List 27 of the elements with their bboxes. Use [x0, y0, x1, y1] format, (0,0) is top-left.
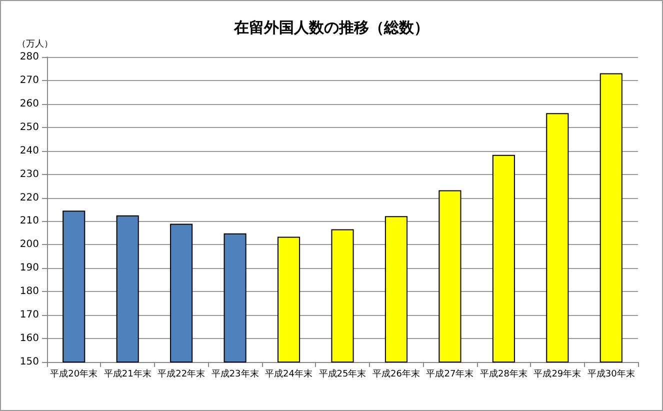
y-tick-label: 280 — [20, 52, 39, 62]
y-tick-label: 160 — [20, 333, 39, 344]
x-tick-label: 平成21年末 — [104, 368, 152, 380]
y-tick-label: 200 — [20, 239, 39, 250]
y-tick-label: 260 — [20, 98, 39, 110]
y-tick-label: 150 — [20, 356, 39, 368]
y-tick-label: 250 — [20, 122, 39, 133]
x-tick-label: 平成23年末 — [211, 368, 259, 380]
x-tick-label: 平成29年末 — [534, 368, 582, 380]
y-tick-label: 230 — [20, 168, 39, 180]
y-tick-label: 220 — [20, 192, 39, 204]
x-tick-label: 平成22年末 — [158, 368, 206, 380]
x-tick-label: 平成26年末 — [372, 368, 420, 380]
y-axis-title: （万人） — [17, 38, 53, 50]
y-tick-label: 170 — [20, 310, 39, 321]
y-tick-label: 270 — [20, 74, 39, 86]
y-tick-label: 210 — [20, 216, 39, 227]
x-tick-label: 平成28年末 — [480, 368, 528, 380]
x-tick-label: 平成25年末 — [318, 368, 366, 380]
y-tick-label: 190 — [20, 262, 39, 274]
x-tick-label: 平成20年末 — [50, 368, 98, 380]
y-tick-label: 240 — [20, 145, 39, 156]
y-tick-label: 180 — [20, 286, 39, 298]
x-tick-label: 平成27年末 — [426, 368, 474, 380]
chart-title: 在留外国人数の推移（総数） — [233, 18, 429, 36]
x-tick-label: 平成30年末 — [587, 368, 635, 380]
x-tick-label: 平成24年末 — [265, 368, 312, 380]
